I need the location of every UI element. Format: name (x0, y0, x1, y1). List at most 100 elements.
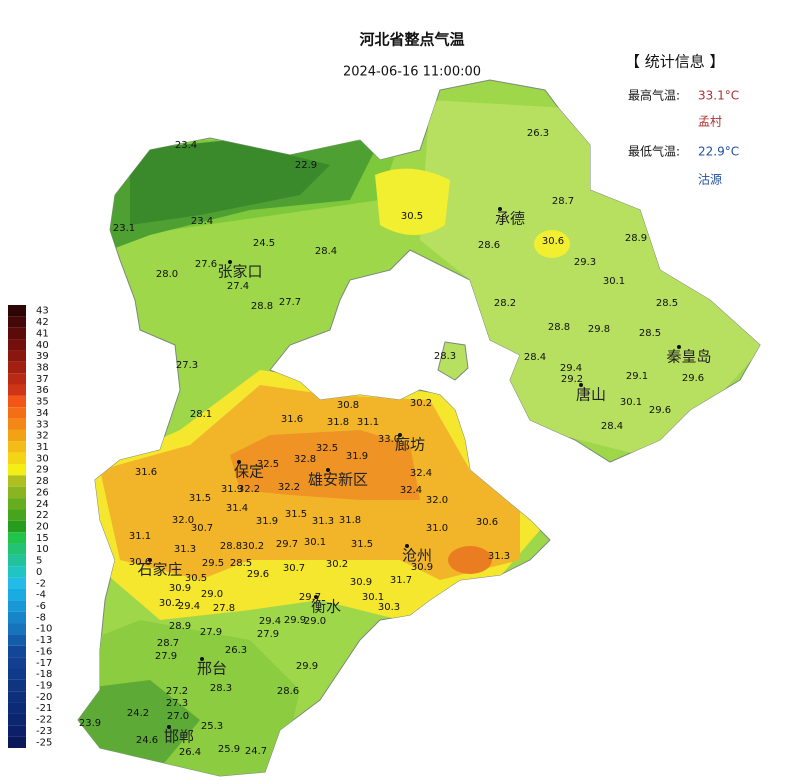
legend-swatch (8, 623, 26, 635)
legend-swatch (8, 327, 26, 340)
station-temp: 27.3 (176, 360, 198, 371)
station-temp: 29.4 (560, 363, 582, 374)
station-temp: 30.1 (304, 537, 326, 548)
station-temp: 32.5 (257, 459, 279, 470)
legend-swatch (8, 679, 26, 692)
title: 河北省整点气温 (359, 31, 464, 49)
station-temp: 30.1 (620, 397, 642, 408)
station-temp: 32.0 (426, 495, 448, 506)
station-temp: 31.3 (488, 551, 510, 562)
station-temp: 29.4 (178, 601, 200, 612)
stats-label: 最高气温: (628, 88, 680, 103)
station-temp: 31.0 (426, 523, 448, 534)
station-temp: 27.0 (167, 711, 189, 722)
legend-swatch (8, 441, 26, 453)
station-temp: 28.2 (494, 298, 516, 309)
legend-label: 38 (36, 362, 49, 373)
timestamp: 2024-06-16 11:00:00 (343, 65, 481, 80)
station-temp: 33.0 (378, 434, 400, 445)
legend-swatch (8, 350, 26, 362)
station-temp: 31.4 (226, 503, 248, 514)
legend-label: 30 (36, 453, 49, 464)
legend-label: -4 (36, 590, 46, 601)
station-temp: 31.3 (312, 516, 334, 527)
station-temp: 23.4 (191, 216, 213, 227)
station-temp: 26.4 (179, 747, 201, 758)
station-temp: 29.3 (574, 257, 596, 268)
station-temp: 32.2 (238, 484, 260, 495)
station-temp: 29.5 (202, 558, 224, 569)
station-temp: 31.9 (346, 451, 368, 462)
station-temp: 30.8 (337, 400, 359, 411)
zone (230, 430, 420, 500)
station-temp: 25.9 (218, 744, 240, 755)
legend-swatch (8, 634, 26, 646)
station-temp: 31.1 (357, 417, 379, 428)
station-temp: 29.9 (296, 661, 318, 672)
station-temp: 30.6 (476, 517, 498, 528)
station-temp: 27.6 (195, 259, 217, 270)
legend-label: 37 (36, 374, 49, 385)
legend-label: -6 (36, 601, 46, 612)
city-dot (200, 657, 204, 661)
legend-swatch (8, 486, 26, 499)
station-temp: 28.7 (157, 638, 179, 649)
legend-label: -2 (36, 578, 46, 589)
station-temp: 27.3 (166, 698, 188, 709)
city-name: 廊坊 (395, 436, 425, 454)
legend-label: 0 (36, 567, 42, 578)
station-temp: 30.9 (411, 562, 433, 573)
station-temp: 30.6 (129, 557, 151, 568)
station-temp: 29.0 (201, 589, 223, 600)
legend-swatch (8, 498, 26, 510)
station-temp: 31.7 (390, 575, 412, 586)
station-temp: 31.8 (327, 417, 349, 428)
legend-label: 35 (36, 397, 49, 408)
station-temp: 31.9 (221, 484, 243, 495)
station-temp: 24.2 (127, 708, 149, 719)
legend-label: -22 (36, 715, 52, 726)
station-temp: 29.6 (247, 569, 269, 580)
legend-swatch (8, 554, 26, 567)
legend-swatch (8, 305, 26, 317)
city-dot (677, 345, 681, 349)
station-temp: 24.7 (245, 746, 267, 757)
station-temp: 30.3 (378, 602, 400, 613)
station-temp: 29.7 (276, 539, 298, 550)
legend-swatch (8, 657, 26, 669)
legend-label: -10 (36, 624, 52, 635)
station-temp: 27.7 (279, 297, 301, 308)
stats-heading: 【 统计信息 】 (625, 53, 725, 71)
legend-label: 15 (36, 533, 49, 544)
legend-swatch (8, 418, 26, 430)
station-temp: 22.9 (295, 160, 317, 171)
station-temp: 29.1 (626, 371, 648, 382)
station-temp: 29.9 (284, 615, 306, 626)
legend-swatch (8, 429, 26, 442)
station-temp: 32.5 (316, 443, 338, 454)
station-temp: 27.4 (227, 281, 249, 292)
legend-swatch (8, 520, 26, 533)
city-name: 保定 (234, 463, 264, 481)
stats-value: 33.1°C (698, 89, 739, 103)
legend-label: -19 (36, 681, 52, 692)
station-temp: 24.5 (253, 238, 275, 249)
station-temp: 24.6 (136, 735, 158, 746)
station-temp: 29.2 (561, 374, 583, 385)
legend-label: -21 (36, 703, 52, 714)
legend-label: 5 (36, 556, 42, 567)
station-temp: 27.8 (213, 603, 235, 614)
station-temp: 30.6 (542, 236, 564, 247)
stats-station: 孟村 (698, 115, 722, 129)
station-temp: 31.9 (256, 516, 278, 527)
station-temp: 27.9 (155, 651, 177, 662)
legend-label: -17 (36, 658, 52, 669)
station-temp: 28.4 (524, 352, 546, 363)
station-temp: 29.6 (649, 405, 671, 416)
legend-label: -25 (36, 737, 52, 748)
city-dot (237, 460, 241, 464)
legend-swatch (8, 577, 26, 589)
station-temp: 31.8 (339, 515, 361, 526)
